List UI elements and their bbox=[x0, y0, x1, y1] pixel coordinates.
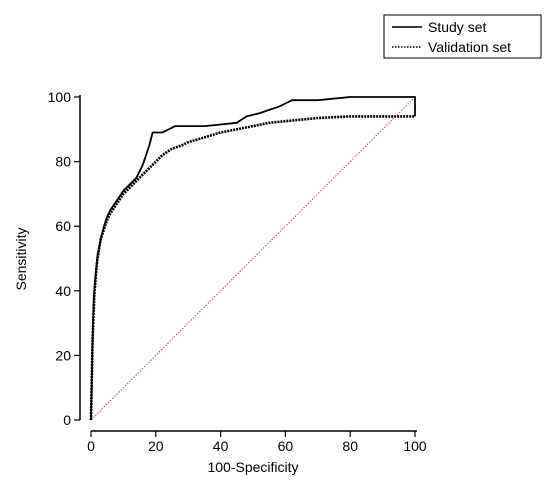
y-tick-label-0: 0 bbox=[63, 412, 71, 428]
y-tick-label-100: 100 bbox=[48, 89, 72, 105]
legend-box bbox=[383, 14, 542, 59]
y-tick-label-60: 60 bbox=[55, 218, 71, 234]
x-tick-label-20: 20 bbox=[148, 438, 164, 454]
x-axis-label: 100-Specificity bbox=[207, 459, 298, 475]
y-tick-label-40: 40 bbox=[55, 283, 71, 299]
legend-label-study-set: Study set bbox=[428, 19, 486, 35]
x-tick-label-40: 40 bbox=[213, 438, 229, 454]
y-axis-label: Sensitivity bbox=[13, 227, 29, 290]
y-tick-label-80: 80 bbox=[55, 154, 71, 170]
series-line-validation-set bbox=[89, 115, 415, 421]
x-tick-label-80: 80 bbox=[342, 438, 358, 454]
reference-diagonal-line bbox=[90, 96, 416, 421]
x-tick-label-0: 0 bbox=[87, 438, 95, 454]
y-tick-label-20: 20 bbox=[55, 347, 71, 363]
x-tick-label-100: 100 bbox=[403, 438, 427, 454]
plot-area: 0 20 40 60 80 100 0 20 40 60 80 100 bbox=[48, 89, 427, 454]
legend-label-validation-set: Validation set bbox=[428, 39, 511, 55]
x-tick-label-60: 60 bbox=[278, 438, 294, 454]
legend: Study set Validation set bbox=[383, 14, 542, 59]
